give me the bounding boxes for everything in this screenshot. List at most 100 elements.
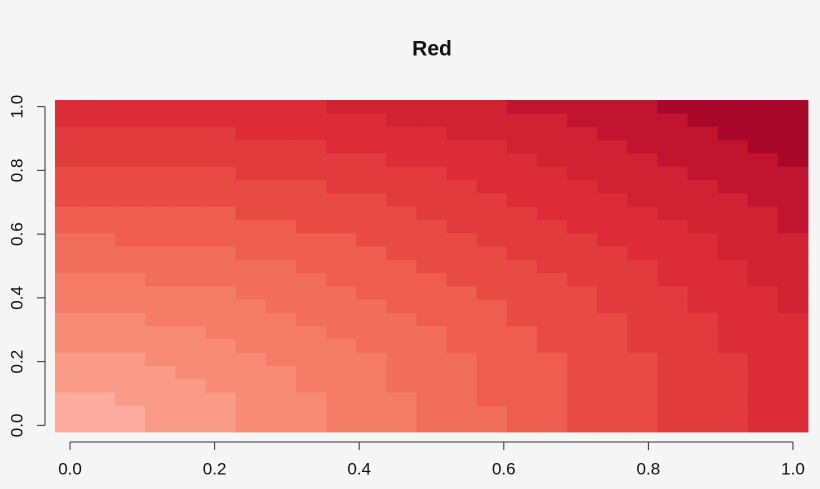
- heatmap-cell: [506, 206, 538, 220]
- heatmap-cell: [356, 285, 387, 300]
- heatmap-cell: [747, 166, 779, 181]
- heatmap-cell: [747, 405, 779, 420]
- heatmap-cell: [295, 392, 327, 406]
- heatmap-cell: [777, 219, 809, 234]
- heatmap-cell: [85, 325, 116, 340]
- heatmap-cell: [446, 246, 478, 260]
- heatmap-cell: [687, 272, 719, 287]
- heatmap-cell: [115, 325, 146, 340]
- heatmap-cell: [567, 166, 598, 181]
- heatmap-cell: [717, 192, 749, 207]
- heatmap-cell: [386, 272, 417, 287]
- heatmap-cell: [145, 113, 176, 127]
- heatmap-cell: [777, 285, 809, 300]
- heatmap-cell: [265, 113, 297, 127]
- heatmap-cell: [717, 312, 749, 327]
- heatmap-cell: [597, 179, 628, 194]
- heatmap-cell: [55, 166, 86, 181]
- heatmap-cell: [597, 166, 628, 181]
- heatmap-cell: [205, 272, 237, 287]
- heatmap-cell: [446, 405, 478, 420]
- heatmap-cell: [717, 166, 749, 181]
- heatmap-cell: [476, 100, 508, 114]
- heatmap-cell: [597, 272, 628, 287]
- heatmap-cell: [476, 219, 508, 234]
- heatmap-cell: [386, 126, 417, 141]
- heatmap-cell: [386, 418, 417, 433]
- heatmap-cell: [687, 339, 719, 353]
- heatmap-cell: [295, 139, 327, 154]
- heatmap-cell: [657, 312, 688, 327]
- heatmap-cell: [265, 166, 297, 181]
- heatmap-cell: [145, 365, 176, 380]
- heatmap-cell: [687, 100, 719, 114]
- heatmap-cell: [536, 418, 568, 433]
- heatmap-cell: [777, 418, 809, 433]
- heatmap-cell: [85, 206, 116, 220]
- heatmap-cell: [657, 246, 688, 260]
- heatmap-cell: [326, 153, 357, 167]
- heatmap-cell: [386, 352, 417, 367]
- heatmap-cell: [536, 100, 568, 114]
- x-tick-label: 0.8: [637, 459, 661, 478]
- heatmap-cell: [416, 232, 447, 247]
- heatmap-cell: [115, 365, 146, 380]
- heatmap-cell: [235, 179, 267, 194]
- heatmap-cell: [627, 113, 658, 127]
- heatmap-cell: [717, 246, 749, 260]
- heatmap-cell: [687, 246, 719, 260]
- heatmap-cell: [85, 113, 116, 127]
- heatmap-cell: [55, 339, 86, 353]
- heatmap-cell: [627, 299, 658, 313]
- heatmap-cell: [687, 325, 719, 340]
- heatmap-cell: [235, 378, 267, 393]
- heatmap-cell: [386, 312, 417, 327]
- heatmap-cell: [657, 365, 688, 380]
- heatmap-cell: [205, 113, 237, 127]
- heatmap-cell: [356, 113, 387, 127]
- heatmap-cell: [567, 392, 598, 406]
- heatmap-cell: [446, 365, 478, 380]
- heatmap-cell: [416, 405, 447, 420]
- heatmap-cell: [687, 285, 719, 300]
- heatmap-cell: [175, 352, 206, 367]
- heatmap-cell: [416, 219, 447, 234]
- heatmap-cell: [265, 405, 297, 420]
- heatmap-cell: [536, 126, 568, 141]
- heatmap-cell: [657, 192, 688, 207]
- heatmap-cell: [747, 378, 779, 393]
- heatmap-cell: [145, 339, 176, 353]
- x-tick-label: 0.2: [203, 459, 227, 478]
- heatmap-cell: [416, 339, 447, 353]
- heatmap-cell: [567, 352, 598, 367]
- heatmap-cell: [356, 378, 387, 393]
- heatmap-cell: [777, 139, 809, 154]
- heatmap-cell: [205, 219, 237, 234]
- heatmap-cell: [326, 405, 357, 420]
- heatmap-cell: [145, 246, 176, 260]
- heatmap-cell: [85, 418, 116, 433]
- heatmap-cell: [657, 206, 688, 220]
- heatmap-cell: [627, 126, 658, 141]
- heatmap-cell: [55, 418, 86, 433]
- heatmap-cell: [506, 232, 538, 247]
- heatmap-cell: [235, 312, 267, 327]
- heatmap-cell: [175, 219, 206, 234]
- heatmap-cell: [416, 246, 447, 260]
- heatmap-cell: [145, 206, 176, 220]
- heatmap-cell: [687, 192, 719, 207]
- heatmap-cell: [356, 272, 387, 287]
- heatmap-cell: [687, 126, 719, 141]
- heatmap-cell: [506, 378, 538, 393]
- heatmap-cell: [597, 285, 628, 300]
- heatmap-cell: [476, 126, 508, 141]
- heatmap-cell: [627, 259, 658, 274]
- heatmap-cell: [416, 139, 447, 154]
- heatmap-cell: [145, 312, 176, 327]
- heatmap-cell: [115, 285, 146, 300]
- heatmap-cell: [55, 126, 86, 141]
- heatmap-cell: [777, 246, 809, 260]
- heatmap-cell: [747, 100, 779, 114]
- heatmap-cell: [235, 113, 267, 127]
- heatmap-cell: [777, 339, 809, 353]
